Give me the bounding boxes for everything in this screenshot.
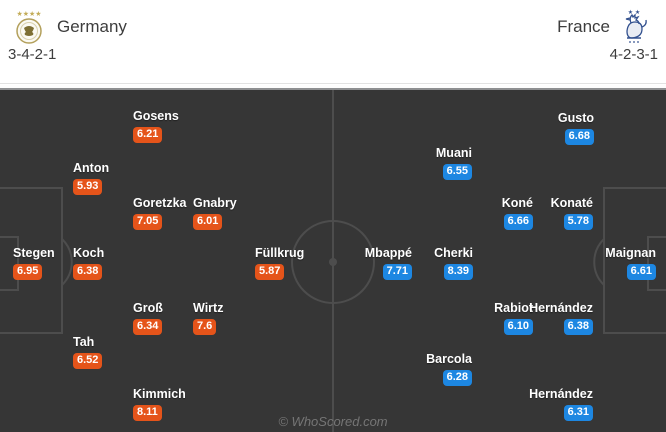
center-spot [329,258,337,266]
player-name[interactable]: Konaté [550,196,593,210]
watermark: © WhoScored.com [278,414,388,429]
player-away[interactable]: Koné 6.66 [502,196,533,230]
france-crest-icon: ★ ★ [618,7,656,47]
player-rating-badge: 7.05 [133,214,163,230]
player-home[interactable]: Tah 6.52 [73,335,103,369]
player-home[interactable]: Stegen 6.95 [13,246,55,280]
goal-box-left [0,236,19,291]
player-away[interactable]: Rabiot 6.10 [494,301,533,335]
player-name[interactable]: Maignan [605,246,656,260]
penalty-box-left [0,187,63,334]
pitch: Stegen 6.95 Anton 5.93 Koch 6.38 Tah 6.52 Gosens… [0,90,666,432]
player-name[interactable]: Koch [73,246,105,260]
player-name[interactable]: Hernández [529,301,593,315]
germany-crest-icon: ★★★★ [10,7,48,47]
team-home[interactable]: ★★★★ Germany [10,8,127,46]
player-home[interactable]: Koch 6.38 [73,246,104,280]
player-name[interactable]: Muani [435,146,472,160]
player-name[interactable]: Rabiot [494,301,533,315]
player-home[interactable]: Kimmich 8.11 [133,387,186,421]
penalty-arc-left [61,238,73,286]
player-away[interactable]: Cherki 8.39 [434,246,473,280]
player-rating-badge: 6.01 [193,214,223,230]
player-rating-badge: 6.66 [503,214,533,230]
player-name[interactable]: Füllkrug [255,246,305,260]
player-home[interactable]: Groß 6.34 [133,301,163,335]
penalty-arc-right [593,238,605,286]
player-name[interactable]: Goretzka [133,196,187,210]
player-rating-badge: 6.10 [503,319,533,335]
pitch-top-border [0,88,666,90]
player-name[interactable]: Stegen [13,246,55,260]
player-rating-badge: 5.87 [255,264,285,280]
player-away[interactable]: Muani 6.55 [436,146,472,180]
player-name[interactable]: Gosens [133,109,179,123]
player-rating-badge: 8.11 [133,405,162,421]
player-home[interactable]: Gosens 6.21 [133,109,179,143]
player-name[interactable]: Koné [501,196,533,210]
player-rating-badge: 6.95 [13,264,43,280]
goal-box-right [647,236,666,291]
player-name[interactable]: Mbappé [364,246,412,260]
player-away[interactable]: Gusto 6.68 [558,111,594,145]
svg-text:★ ★: ★ ★ [628,9,640,16]
player-away[interactable]: Barcola 6.28 [426,352,472,386]
player-name[interactable]: Gusto [557,111,594,125]
player-home[interactable]: Füllkrug 5.87 [255,246,304,280]
player-rating-badge: 7.71 [382,264,412,280]
formation-home: 3-4-2-1 [8,46,57,63]
player-name[interactable]: Groß [133,301,163,315]
player-home[interactable]: Wirtz 7.6 [193,301,223,335]
player-away[interactable]: Konaté 5.78 [551,196,593,230]
player-rating-badge: 8.39 [443,264,473,280]
player-rating-badge: 6.38 [563,319,593,335]
player-rating-badge: 5.93 [73,179,103,195]
player-home[interactable]: Goretzka 7.05 [133,196,187,230]
player-away[interactable]: Hernández 6.31 [529,387,593,421]
player-name[interactable]: Tah [73,335,95,349]
player-name[interactable]: Wirtz [193,301,224,315]
player-name[interactable]: Barcola [426,352,472,366]
player-rating-badge: 6.38 [73,264,103,280]
header: ★★★★ Germany France ★ ★ [0,0,666,84]
player-rating-badge: 6.31 [563,405,593,421]
header-gap [0,85,666,88]
player-away[interactable]: Maignan 6.61 [605,246,656,280]
player-rating-badge: 6.68 [564,129,594,145]
player-home[interactable]: Anton 5.93 [73,161,109,195]
team-away[interactable]: France ★ ★ [557,8,656,46]
player-name[interactable]: Cherki [434,246,473,260]
player-rating-badge: 6.52 [73,353,103,369]
svg-text:★★★★: ★★★★ [16,10,41,18]
pitch-markings [0,90,666,432]
penalty-box-right [603,187,666,334]
player-rating-badge: 6.21 [133,127,163,143]
player-rating-badge: 7.6 [193,319,217,335]
player-rating-badge: 6.61 [626,264,656,280]
player-name[interactable]: Kimmich [133,387,186,401]
player-rating-badge: 6.28 [442,370,472,386]
player-rating-badge: 6.34 [133,319,163,335]
player-home[interactable]: Gnabry 6.01 [193,196,237,230]
center-circle [291,220,375,304]
player-away[interactable]: Hernández 6.38 [529,301,593,335]
player-rating-badge: 6.55 [442,164,472,180]
player-away[interactable]: Mbappé 7.71 [365,246,412,280]
player-name[interactable]: Hernández [529,387,593,401]
player-rating-badge: 5.78 [563,214,593,230]
player-name[interactable]: Anton [73,161,110,175]
player-name[interactable]: Gnabry [193,196,237,210]
team-away-name: France [557,17,610,36]
formation-away: 4-2-3-1 [609,46,658,63]
team-home-name: Germany [57,17,127,36]
